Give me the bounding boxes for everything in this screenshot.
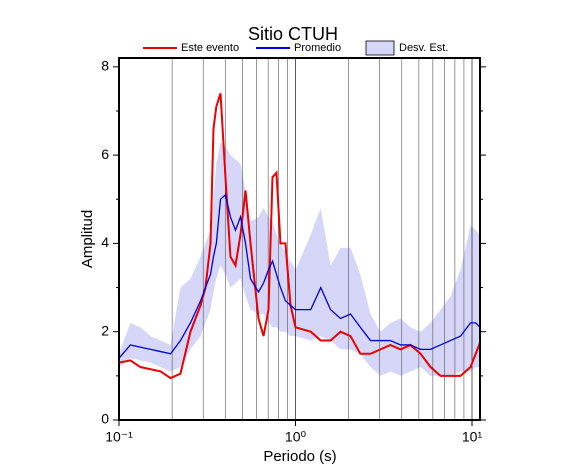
series-line xyxy=(118,193,481,359)
y-tick-label: 4 xyxy=(101,234,109,250)
legend-label: Desv. Est. xyxy=(399,42,448,54)
legend-label: Este evento xyxy=(181,42,239,54)
legend-swatch xyxy=(365,40,395,56)
y-tick-label: 8 xyxy=(101,58,109,74)
plot-frame xyxy=(118,57,481,421)
x-axis-label: Periodo (s) xyxy=(263,448,336,465)
std-band xyxy=(119,141,480,376)
y-axis-label: Amplitud xyxy=(79,210,96,268)
y-tick-label: 6 xyxy=(101,146,109,162)
x-tick-label: 10⁰ xyxy=(285,429,307,445)
chart-title: Sitio CTUH xyxy=(248,24,338,44)
y-tick-label: 0 xyxy=(101,411,109,427)
x-tick-label: 10¹ xyxy=(462,429,483,445)
y-tick-label: 2 xyxy=(101,322,109,338)
x-tick-label: 10⁻¹ xyxy=(105,429,133,445)
series-line xyxy=(118,93,481,380)
legend-label: Promedio xyxy=(294,42,341,54)
